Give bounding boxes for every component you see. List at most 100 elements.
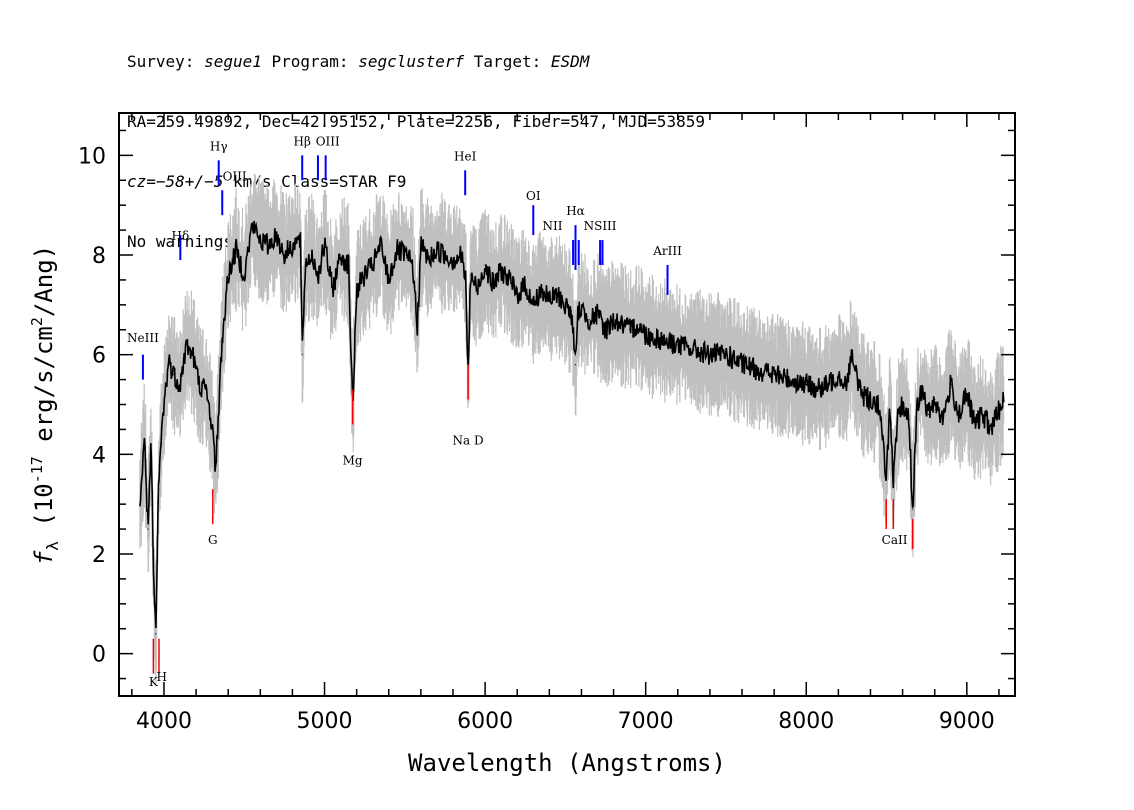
y-tick-label: 0: [92, 643, 106, 668]
x-tick-label: 6000: [457, 709, 513, 734]
spectral-line-label: CaII: [882, 533, 908, 547]
flux-point: [821, 388, 823, 391]
spectral-line-label: OIII: [223, 169, 247, 183]
cz-label: cz: [127, 172, 147, 191]
flux-point: [275, 234, 277, 236]
header-line-4: No warnings.: [127, 232, 243, 251]
flux-point: [637, 324, 639, 326]
spectral-line-label: Hδ: [171, 229, 189, 243]
flux-point: [205, 388, 207, 391]
flux-point: [942, 418, 944, 421]
flux-point: [460, 254, 462, 256]
flux-point: [168, 359, 170, 361]
flux-point: [198, 383, 200, 386]
flux-point: [645, 334, 647, 336]
flux-error-band: [139, 173, 1005, 685]
flux-point: [484, 264, 486, 266]
flux-point: [251, 224, 253, 226]
spectral-line-label: Hγ: [210, 139, 228, 153]
flux-point: [412, 264, 414, 266]
flux-point: [629, 329, 631, 331]
flux-point: [892, 483, 894, 485]
flux-point: [476, 289, 478, 291]
flux-point: [850, 354, 852, 356]
flux-point: [157, 493, 159, 495]
flux-point: [372, 264, 374, 266]
flux-point: [548, 299, 550, 301]
flux-point: [267, 244, 269, 246]
flux-point: [192, 354, 194, 356]
spectral-line-label: ArIII: [652, 244, 682, 258]
flux-point: [990, 428, 992, 431]
flux-point: [144, 438, 146, 440]
spectral-line-label: NeIII: [127, 331, 159, 345]
flux-point: [356, 289, 358, 291]
flux-point: [185, 344, 188, 346]
flux-point: [221, 344, 223, 346]
flux-point: [916, 408, 918, 411]
flux-point: [139, 503, 141, 505]
flux-point: [508, 279, 510, 281]
y-tick-label: 4: [92, 443, 106, 468]
flux-point: [612, 319, 615, 321]
flux-point: [901, 403, 904, 406]
flux-point: [428, 259, 430, 261]
flux-point: [540, 289, 542, 291]
flux-point: [604, 329, 607, 331]
flux-point: [211, 423, 213, 426]
flux-point: [227, 274, 229, 276]
spectral-line-label: NSIII: [584, 219, 617, 233]
flux-point: [416, 329, 418, 331]
flux-point: [155, 633, 157, 635]
flux-point: [853, 369, 856, 371]
flux-point: [470, 274, 472, 276]
program-value: segclusterf: [358, 52, 465, 71]
flux-point: [577, 309, 579, 311]
spectral-line-label: Hβ: [294, 134, 311, 148]
x-tick-label: 8000: [778, 709, 834, 734]
flux-point: [564, 304, 566, 306]
spectral-line-label: H: [156, 670, 166, 684]
flux-point: [596, 314, 599, 316]
flux-point: [805, 383, 807, 386]
x-tick-label: 5000: [297, 709, 353, 734]
flux-point: [725, 354, 727, 356]
flux-point: [364, 274, 366, 276]
flux-point: [789, 378, 791, 381]
y-tick-label: 6: [92, 344, 106, 369]
flux-point: [741, 364, 743, 366]
flux-line: [139, 220, 1005, 629]
y-tick-label: 8: [92, 244, 106, 269]
flux-point: [380, 244, 382, 246]
spectral-line-label: Na D: [453, 433, 484, 447]
flux-point: [214, 468, 216, 470]
flux-point: [243, 274, 245, 276]
survey-label: Survey:: [127, 52, 205, 71]
flux-point: [172, 374, 175, 376]
flux-point: [396, 249, 398, 251]
flux-point: [845, 383, 847, 386]
cz-value: =−58+/−5: [146, 172, 224, 191]
flux-point: [709, 354, 711, 356]
flux-point: [283, 254, 285, 256]
flux-point: [301, 354, 303, 356]
spectral-line-label: OIII: [316, 134, 340, 148]
flux-point: [348, 264, 350, 266]
flux-point: [757, 369, 759, 371]
survey-value: segue1: [204, 52, 262, 71]
flux-point: [677, 344, 679, 346]
y-axis-title: fλ (10-17 erg/s/cm2/Ang): [28, 245, 62, 565]
flux-point: [311, 254, 313, 256]
flux-point: [966, 393, 968, 396]
flux-point: [492, 284, 494, 286]
flux-point: [331, 289, 334, 291]
flux-point: [837, 374, 839, 376]
flux-point: [580, 309, 583, 311]
flux-point: [317, 274, 319, 276]
flux-point: [773, 374, 775, 376]
spectral-line-label: NII: [543, 219, 563, 233]
flux-point: [452, 259, 454, 261]
error-band: [139, 173, 1005, 685]
spectral-line-label: HeI: [454, 149, 477, 163]
